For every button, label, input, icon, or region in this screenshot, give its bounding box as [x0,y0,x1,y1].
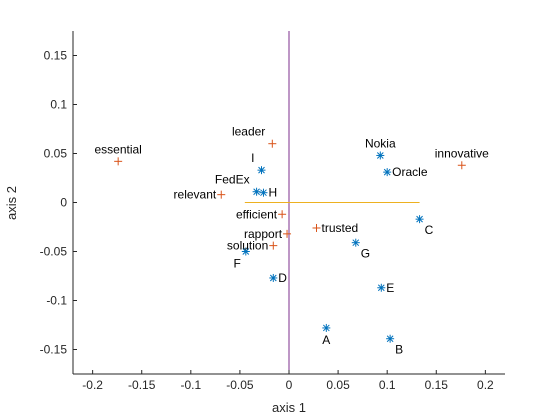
star-marker [259,188,268,197]
plus-marker [217,190,226,199]
y-tick-label: -0.05 [40,245,68,259]
star-marker [351,238,360,247]
point-label: FedEx [215,173,250,187]
point-label: leader [232,125,265,139]
marker-stroke [376,152,384,159]
marker-stroke [242,248,250,255]
marker-stroke [416,215,423,223]
y-tick-label: -0.1 [46,294,67,308]
y-tick-label: -0.15 [40,343,68,357]
plus-marker [283,229,292,238]
plus-marker [457,161,466,170]
y-ticks: -0.15 -0.1 -0.05 0 0.05 0.1 0.15 [40,49,77,357]
x-tick-label: 0.1 [379,378,396,392]
point-label: trusted [321,221,358,235]
point-label: H [268,186,277,200]
star-marker [241,247,250,256]
marker-stroke [260,189,267,197]
marker-stroke [269,274,277,282]
star-marker [376,151,385,160]
star-marker [252,187,261,196]
point-label: solution [227,239,268,253]
y-axis-label: axis 2 [4,186,19,220]
star-marker [377,283,386,292]
point-label: Nokia [365,136,396,150]
point-label: innovative [435,146,489,160]
plus-marker [278,210,287,219]
point-label: E [386,281,394,295]
x-axis-label: axis 1 [272,400,306,415]
plus-marker [268,139,277,148]
x-tick-label: 0 [286,378,293,392]
x-tick-label: -0.1 [180,378,201,392]
x-tick-label: 0.05 [326,378,350,392]
star-marker [257,166,266,175]
plus-marker [312,223,321,232]
marker-stroke [253,188,260,196]
reference-lines [244,31,420,374]
marker-stroke [352,239,360,247]
point-label: relevant [174,188,217,202]
point-label: D [278,271,287,285]
star-marker [386,334,395,343]
y-tick-label: 0.15 [44,49,68,63]
point-label: essential [94,142,141,156]
y-tick-label: 0.05 [44,147,68,161]
point-label: C [425,223,434,237]
point-label: F [233,257,240,271]
marker-stroke [258,166,265,174]
plus-marker [114,157,123,166]
point-label: Oracle [392,165,428,179]
star-marker [322,323,331,332]
data-points [114,139,466,343]
point-label: efficient [236,207,278,221]
point-label: G [361,247,370,261]
point-label: A [322,333,330,347]
y-tick-label: 0.1 [50,98,67,112]
x-tick-label: -0.2 [82,378,103,392]
x-tick-label: 0.15 [425,378,449,392]
marker-stroke [386,335,394,343]
point-label: I [251,151,254,165]
point-label: rapport [244,227,283,241]
plus-marker [269,241,278,250]
marker-stroke [383,168,391,176]
x-tick-label: -0.05 [226,378,254,392]
point-label: B [395,343,403,357]
star-marker [269,273,278,282]
x-tick-label: -0.15 [128,378,156,392]
marker-stroke [377,284,385,292]
star-marker [383,168,392,177]
y-tick-label: 0 [60,196,67,210]
x-tick-label: 0.2 [477,378,494,392]
x-ticks: -0.2 -0.15 -0.1 -0.05 0 0.05 0.1 0.15 0.2 [82,370,494,392]
star-marker [415,215,424,224]
marker-stroke [322,324,330,332]
